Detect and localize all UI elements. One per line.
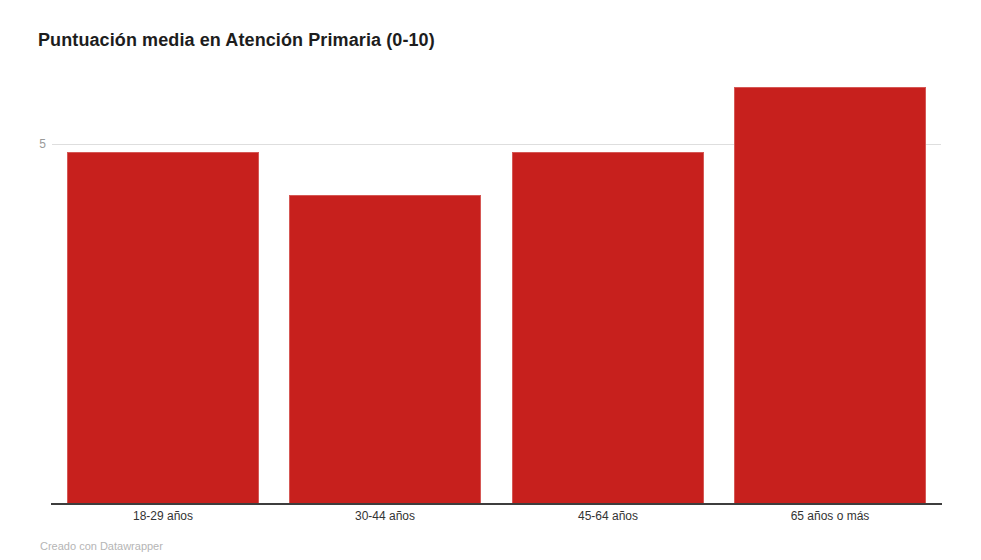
x-axis-category-label: 18-29 años [63,509,263,525]
x-axis-category-label: 45-64 años [508,509,708,525]
bar-4[interactable] [734,87,926,505]
x-axis-line [51,503,942,505]
x-axis-category-label: 65 años o más [730,509,930,525]
bar-3[interactable] [512,152,704,505]
attribution-text: Creado con Datawrapper [40,540,163,552]
chart-title: Puntuación media en Atención Primaria (0… [38,30,435,51]
chart-container: Puntuación media en Atención Primaria (0… [0,0,981,560]
bar-1[interactable] [67,152,259,505]
x-axis-category-label: 30-44 años [285,509,485,525]
y-axis-tick-label-5: 5 [30,137,46,151]
bar-2[interactable] [289,195,481,505]
